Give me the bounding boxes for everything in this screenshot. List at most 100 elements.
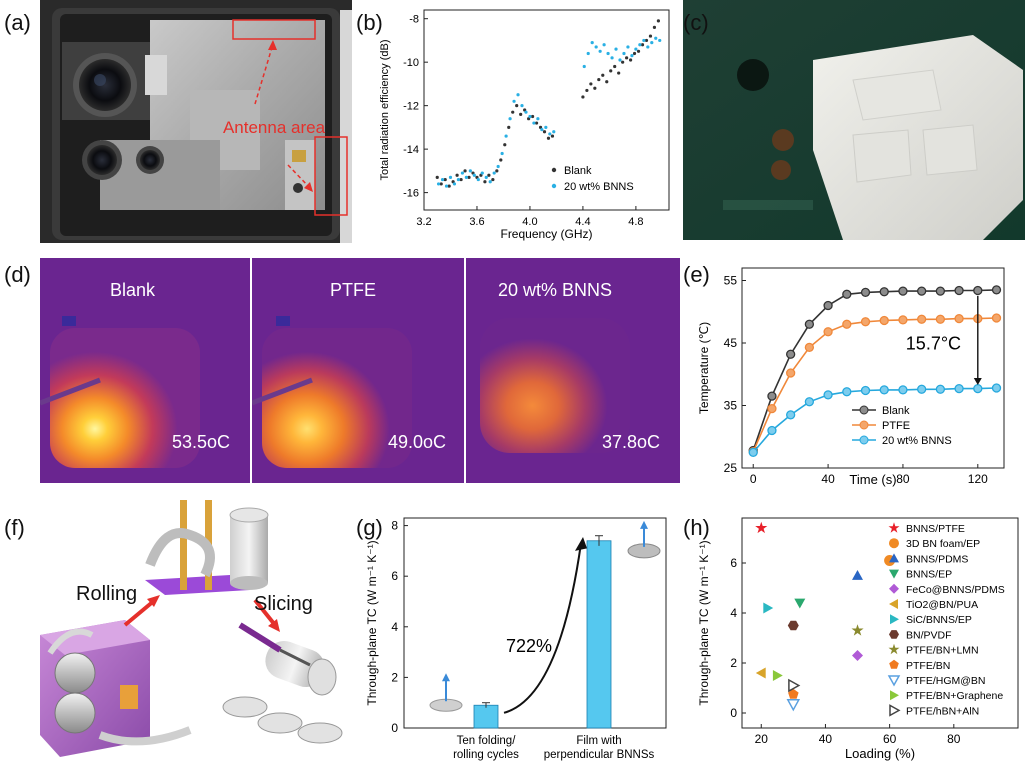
y-tick-label: 0: [391, 721, 398, 735]
series-marker-1: [898, 315, 908, 325]
x-tick-label: 40: [819, 732, 833, 746]
data-point-blank: [511, 110, 515, 114]
legend-marker: [890, 614, 899, 625]
data-point-blank: [636, 49, 641, 53]
panel-label-b: (b): [356, 10, 383, 35]
data-point-blank: [625, 56, 629, 60]
data-point-blank: [530, 114, 535, 119]
data-point-bnns: [484, 175, 488, 179]
data-point-bnns: [552, 130, 556, 134]
data-point-blank: [519, 112, 523, 116]
data-point-blank: [435, 175, 439, 179]
series-marker-0: [954, 285, 964, 296]
data-point-bnns: [582, 64, 586, 69]
series-line-2: [752, 387, 997, 453]
data-point-bnns: [528, 114, 532, 119]
y-tick-label: 6: [391, 569, 398, 583]
thermal-title-bnns: 20 wt% BNNS: [498, 280, 613, 300]
heat-flow-arrowhead-icon: [640, 520, 648, 529]
y-tick-label: 55: [724, 274, 738, 288]
data-point-blank: [542, 130, 547, 134]
plot-frame: [741, 267, 1005, 469]
category-label: rolling cycles: [453, 749, 519, 761]
category-label: perpendicular BNNSs: [544, 749, 655, 761]
y-tick-label: -8: [409, 14, 419, 26]
legend-marker: [889, 659, 899, 669]
legend-label: Blank: [564, 165, 592, 177]
data-point-blank: [656, 19, 661, 23]
data-point-bnns: [460, 171, 465, 175]
data-point-blank: [621, 60, 625, 64]
data-point-blank: [605, 80, 609, 84]
legend-marker: [888, 643, 900, 655]
y-axis-label: Through-plane TC (W m⁻¹ K⁻¹): [365, 540, 379, 705]
series-marker-2: [954, 383, 964, 394]
data-point-bnns: [658, 38, 662, 43]
panel-label-h: (h): [683, 515, 710, 540]
antenna-box-top: [232, 19, 316, 40]
point-feco-bnns-pdms: [852, 650, 863, 661]
y-tick-label: 6: [730, 556, 737, 570]
data-point-bnns: [444, 184, 449, 188]
legend-marker: [890, 690, 899, 701]
data-point-blank: [589, 82, 593, 86]
legend-label: PTFE/BN+Graphene: [906, 690, 1003, 702]
data-point-bnns: [468, 169, 472, 173]
thermal-image-blank: Blank 53.5oC: [40, 258, 250, 483]
data-point-bnns: [476, 177, 480, 182]
x-axis-label: Loading (%): [845, 746, 915, 761]
thermal-heatmap-bnns: [466, 258, 680, 483]
data-point-blank: [503, 143, 507, 147]
series-marker-1: [991, 313, 1002, 323]
bar-1: [586, 540, 612, 729]
antenna-arrow-side: [287, 164, 311, 189]
y-tick-label: 35: [724, 399, 738, 413]
series-marker-2: [748, 447, 758, 458]
category-label: Ten folding/: [457, 735, 517, 747]
data-point-bnns: [524, 110, 528, 114]
plot-frame: [403, 517, 667, 729]
legend-label: PTFE/HGM@BN: [906, 675, 986, 687]
series-marker-0: [804, 319, 815, 329]
point-ptfe-hbn-aln: [788, 678, 801, 693]
y-axis-label: Total radiation efficiency (dB): [379, 39, 391, 180]
data-point-blank: [447, 184, 451, 188]
rolling-label: Rolling: [76, 583, 138, 605]
data-point-blank: [499, 158, 503, 162]
series-marker-2: [860, 385, 871, 396]
series-marker-0: [860, 287, 871, 298]
y-tick-label: -16: [403, 188, 419, 200]
series-marker-1: [954, 313, 964, 324]
data-point-blank: [617, 71, 621, 75]
panel-label-g: (g): [356, 515, 383, 540]
series-marker-1: [804, 342, 815, 353]
series-marker-2: [786, 410, 796, 420]
data-point-blank: [644, 38, 649, 43]
phone-back-illustration: [40, 0, 352, 243]
x-tick-label: 40: [821, 472, 835, 486]
y-tick-label: 2: [391, 670, 398, 684]
data-point-blank: [597, 77, 601, 82]
series-marker-0: [973, 285, 983, 296]
antenna-area-annotation: Antenna area: [222, 118, 326, 137]
data-point-blank: [550, 134, 555, 138]
series-marker-1: [842, 319, 852, 329]
data-point-blank: [467, 175, 471, 179]
x-tick-label: 4.0: [522, 216, 537, 228]
growth-arrow-head: [575, 536, 587, 551]
data-point-bnns: [646, 45, 650, 49]
data-point-blank: [534, 121, 539, 125]
legend-label: SiC/BNNS/EP: [906, 614, 972, 626]
data-point-blank: [593, 86, 597, 90]
data-point-blank: [507, 125, 511, 129]
data-point-bnns: [512, 99, 516, 103]
data-point-blank: [628, 58, 633, 62]
delta-annotation: 15.7°C: [906, 333, 961, 353]
data-point-blank: [632, 51, 637, 56]
point-ptfe-bn: [788, 688, 799, 699]
panel-c-photo: [683, 0, 1025, 240]
thermal-temp-ptfe: 49.0oC: [388, 432, 447, 452]
series-marker-0: [842, 289, 852, 299]
series-marker-1: [860, 317, 871, 327]
data-point-bnns: [610, 56, 614, 60]
